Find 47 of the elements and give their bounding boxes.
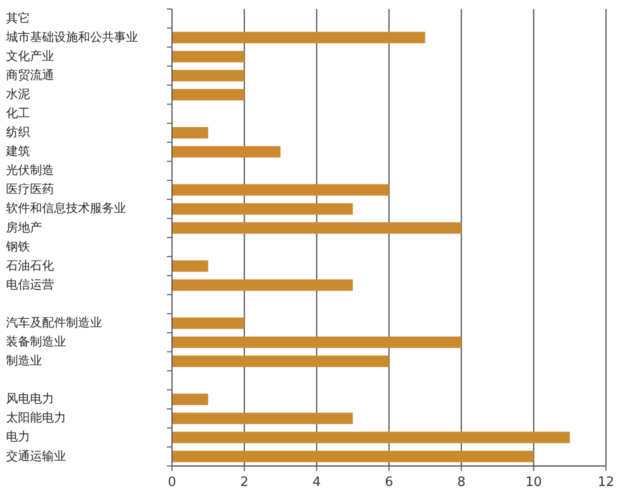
y-tick-label: 交通运输业 bbox=[6, 448, 66, 463]
bar bbox=[172, 32, 426, 44]
x-tick-label: 2 bbox=[240, 475, 248, 490]
x-tick-label: 4 bbox=[312, 475, 321, 490]
y-tick-label: 光伏制造 bbox=[6, 163, 54, 178]
y-tick-label: 城市基础设施和公共事业 bbox=[5, 30, 138, 44]
bar bbox=[172, 336, 462, 348]
y-tick-label: 汽车及配件制造业 bbox=[6, 315, 102, 330]
y-tick-label: 化工 bbox=[6, 106, 30, 120]
bar bbox=[172, 146, 280, 158]
y-tick-label: 建筑 bbox=[5, 144, 30, 158]
y-tick-label: 电信运营 bbox=[6, 277, 54, 292]
y-tick-label: 纺织 bbox=[6, 125, 30, 140]
bar bbox=[172, 412, 353, 424]
bar bbox=[172, 356, 389, 367]
x-tick-label: 12 bbox=[598, 475, 614, 490]
y-tick-label: 医疗医药 bbox=[6, 182, 54, 196]
bar bbox=[172, 450, 534, 462]
y-tick-label: 太阳能电力 bbox=[6, 410, 66, 425]
bar bbox=[172, 127, 208, 138]
y-tick-label: 水泥 bbox=[6, 86, 30, 101]
x-tick-label: 0 bbox=[168, 475, 176, 490]
y-tick-label: 装备制造业 bbox=[6, 334, 66, 349]
y-tick-label: 房地产 bbox=[6, 220, 42, 234]
y-tick-label: 商贸流通 bbox=[6, 68, 54, 82]
y-tick-label: 石油石化 bbox=[6, 258, 54, 272]
y-tick-label: 文化产业 bbox=[6, 48, 54, 63]
bar bbox=[172, 222, 462, 234]
bar bbox=[172, 70, 244, 82]
bar bbox=[172, 203, 353, 215]
x-tick-label: 10 bbox=[525, 475, 542, 490]
bar bbox=[172, 88, 244, 100]
x-tick-label: 8 bbox=[457, 475, 466, 490]
bar bbox=[172, 184, 389, 196]
bar bbox=[172, 50, 244, 62]
bar bbox=[172, 394, 208, 406]
y-tick-label: 制造业 bbox=[6, 354, 42, 368]
y-tick-label: 风电电力 bbox=[6, 392, 54, 406]
bar bbox=[172, 432, 570, 444]
x-tick-label: 6 bbox=[384, 475, 394, 490]
y-tick-label: 钢铁 bbox=[5, 239, 30, 254]
y-tick-label: 软件和信息技术服务业 bbox=[6, 201, 126, 216]
y-tick-label: 电力 bbox=[6, 430, 30, 444]
y-tick-label: 其它 bbox=[6, 10, 30, 25]
bar bbox=[172, 317, 244, 329]
bar bbox=[172, 260, 208, 272]
bar bbox=[172, 279, 353, 291]
